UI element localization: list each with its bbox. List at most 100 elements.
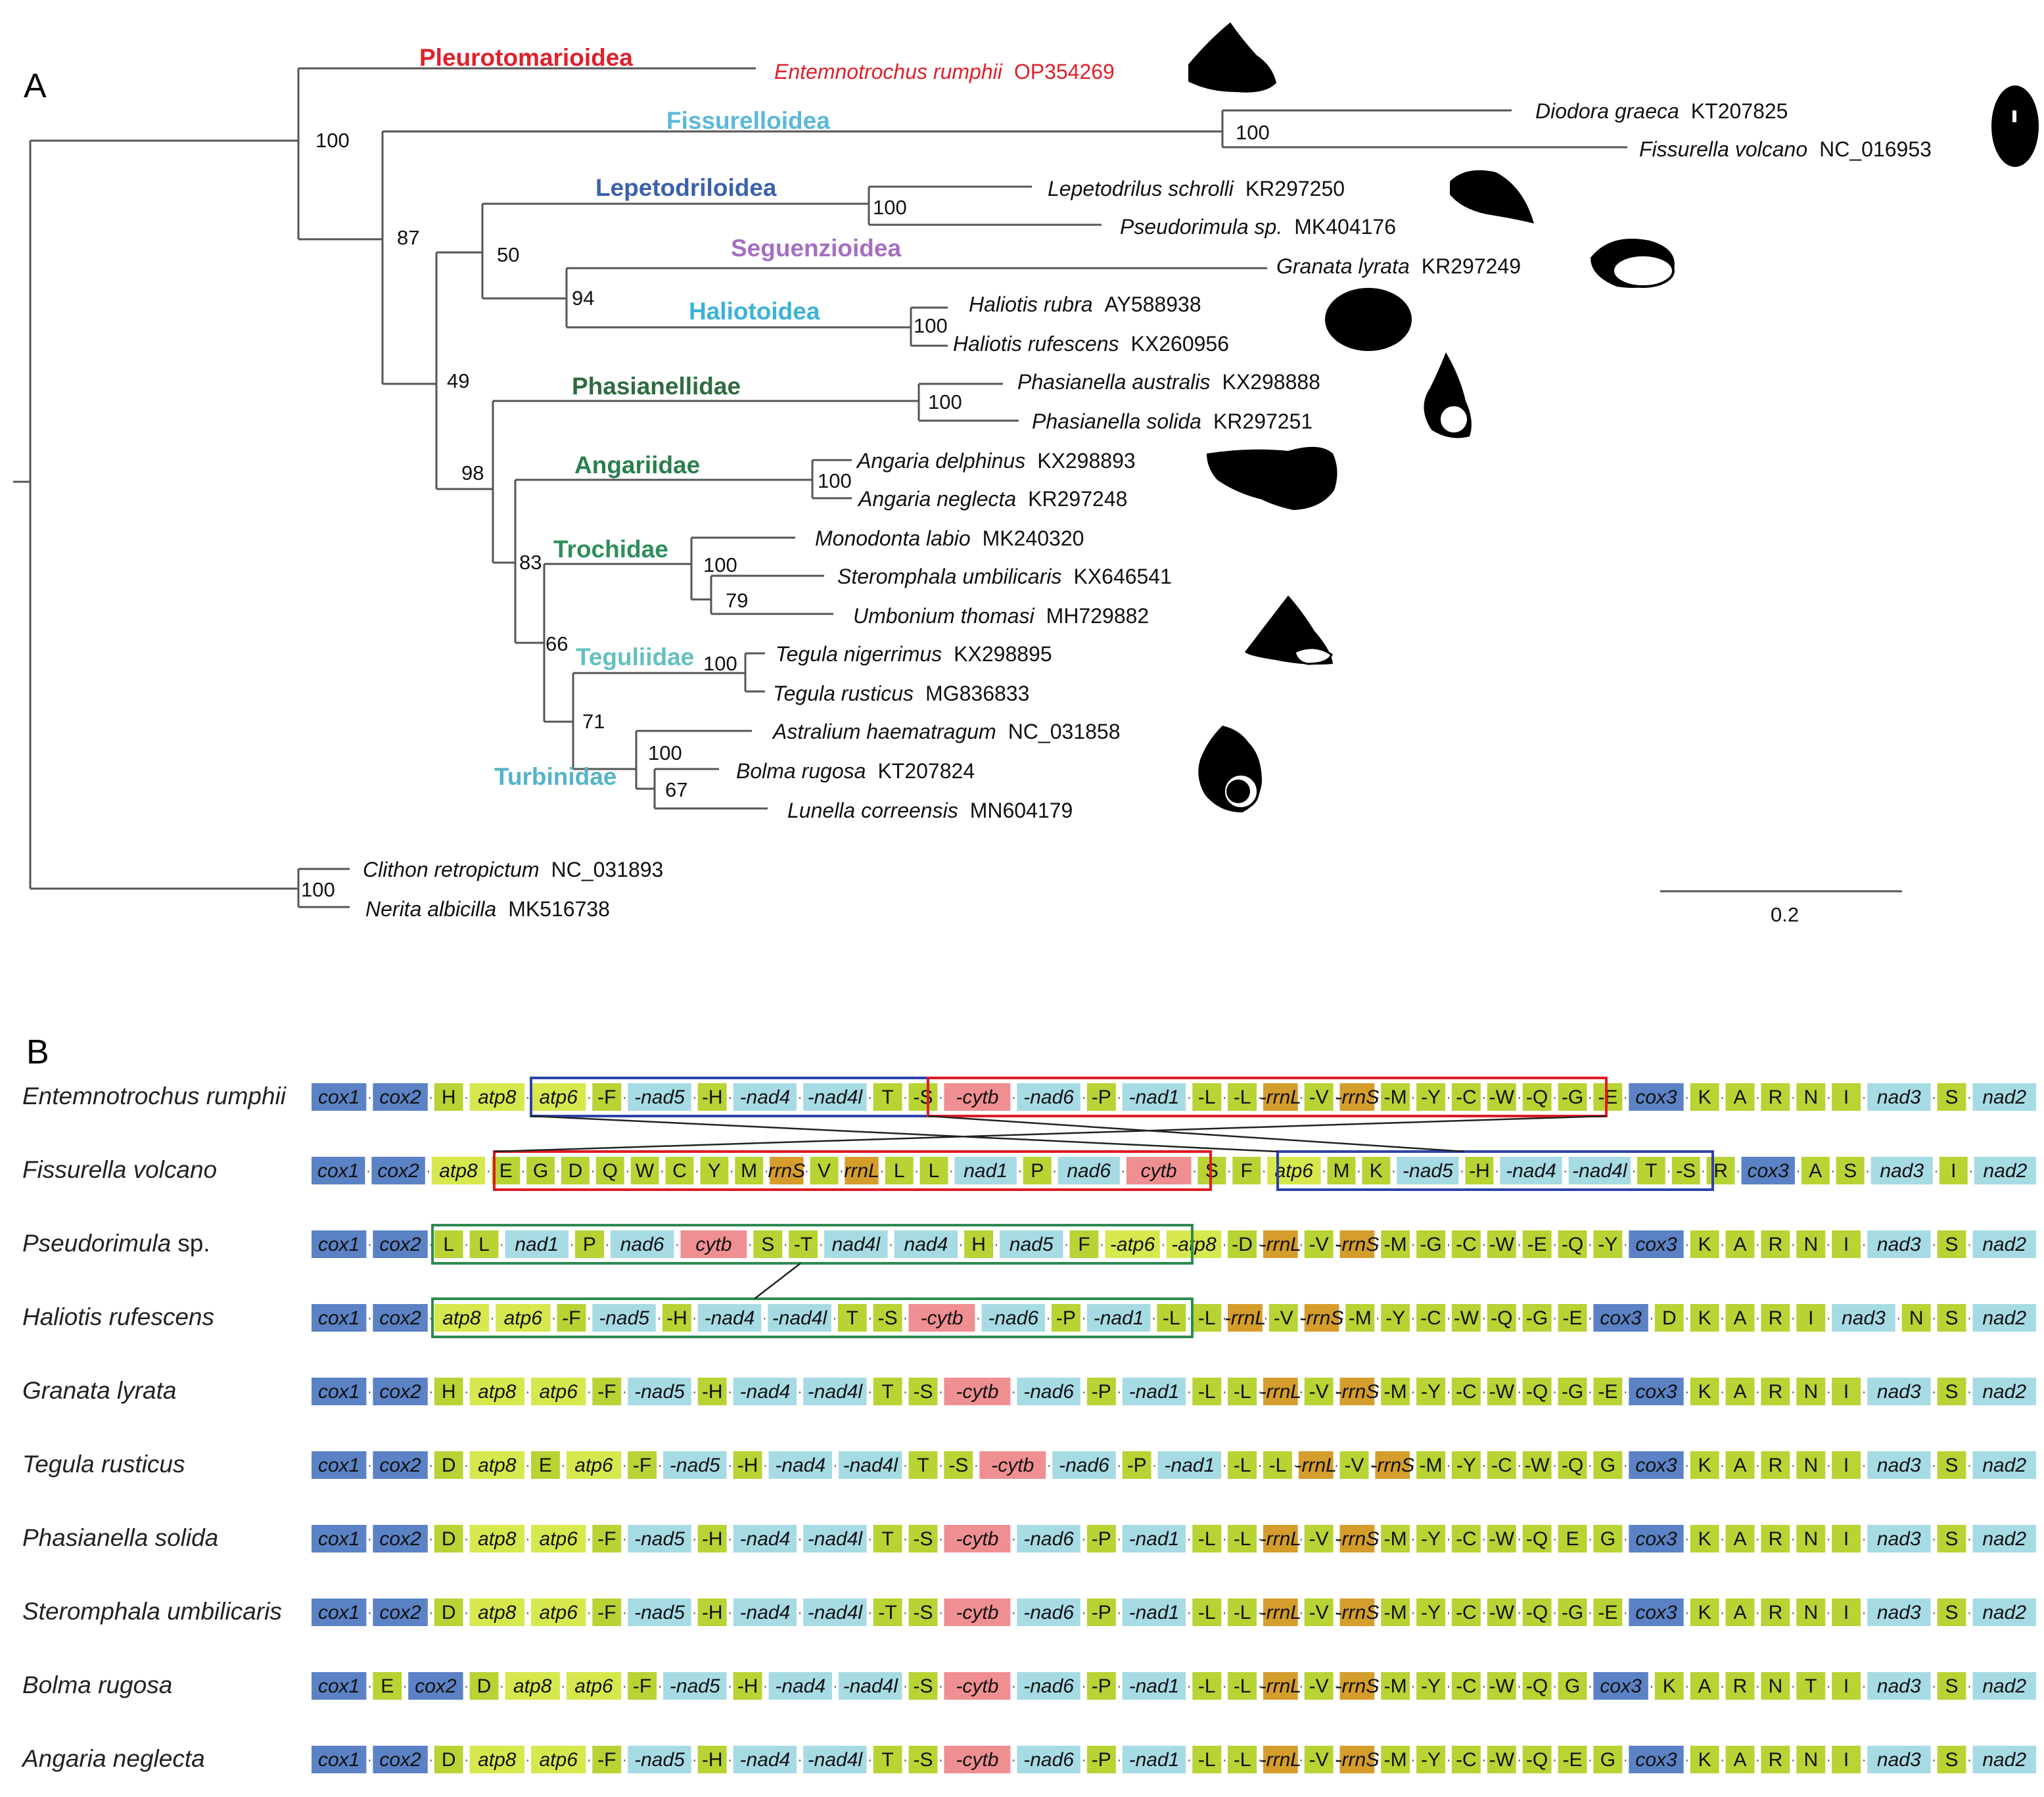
gene-block xyxy=(1017,1599,1080,1626)
gene-separator: · xyxy=(1588,1606,1592,1620)
gene-label: cox2 xyxy=(379,1455,421,1476)
gene-block xyxy=(1381,1230,1410,1258)
gene-separator: · xyxy=(1334,1606,1339,1620)
gene-separator: · xyxy=(1357,1164,1361,1179)
gene-separator: · xyxy=(1222,1311,1227,1326)
gene-label: L xyxy=(443,1234,454,1255)
gene-block xyxy=(1796,1083,1826,1111)
gene-label: atp8 xyxy=(478,1086,517,1108)
gene-separator: · xyxy=(1632,1164,1637,1179)
gene-label: nad2 xyxy=(1982,1234,2026,1255)
gene-block xyxy=(592,1083,622,1111)
gene-block xyxy=(1232,1157,1261,1184)
clade-label: Fissurelloidea xyxy=(666,107,830,134)
gene-separator: · xyxy=(692,1090,697,1105)
gene-separator: · xyxy=(1376,1606,1380,1620)
gene-separator: · xyxy=(464,1385,469,1399)
gene-separator: · xyxy=(1117,1385,1121,1399)
gene-label: -H xyxy=(1469,1160,1490,1182)
gene-block xyxy=(1017,1746,1080,1773)
gene-block xyxy=(434,1230,463,1258)
gene-label: cox2 xyxy=(379,1528,421,1550)
gene-block xyxy=(1629,1378,1684,1405)
gene-block xyxy=(1796,1230,1826,1258)
gene-block xyxy=(312,1525,367,1552)
support-value: 100 xyxy=(648,741,682,764)
gene-label: -V xyxy=(1309,1528,1329,1550)
gene-label: -Q xyxy=(1526,1675,1548,1697)
gene-label: -rrnL xyxy=(1260,1234,1301,1255)
gene-block xyxy=(1416,1304,1445,1332)
gene-block xyxy=(1690,1304,1719,1332)
gene-block xyxy=(592,1746,622,1773)
gene-label: -P xyxy=(1092,1086,1111,1108)
gene-block xyxy=(768,1451,832,1479)
gene-label: -F xyxy=(597,1602,616,1623)
gene-block xyxy=(753,1230,783,1258)
gene-block xyxy=(1761,1746,1790,1773)
gene-separator: · xyxy=(1187,1753,1192,1767)
gene-block xyxy=(1339,1525,1375,1552)
gene-block xyxy=(1451,1525,1481,1552)
gene-label: -L xyxy=(1198,1307,1216,1329)
gene-block xyxy=(1568,1157,1631,1184)
gene-separator: · xyxy=(976,1311,981,1326)
gene-block xyxy=(662,1304,691,1332)
gene-label: -C xyxy=(1456,1234,1477,1255)
gene-label: A xyxy=(1733,1455,1746,1476)
gene-block xyxy=(839,1672,902,1700)
gene-label: nad2 xyxy=(1982,1602,2026,1623)
gene-block xyxy=(873,1083,902,1111)
gene-separator: · xyxy=(1755,1679,1760,1694)
gene-block xyxy=(1228,1525,1257,1552)
support-value: 67 xyxy=(665,778,687,801)
gene-label: nad3 xyxy=(1877,1749,1921,1771)
gene-separator: · xyxy=(1293,1459,1298,1473)
gene-label: -V xyxy=(1309,1749,1329,1771)
gene-separator: · xyxy=(1011,1753,1016,1767)
gene-block xyxy=(312,1083,367,1111)
gene-separator: · xyxy=(367,1090,372,1105)
gene-block xyxy=(1937,1599,1966,1626)
gene-block xyxy=(1017,1378,1080,1405)
gene-block xyxy=(1558,1599,1587,1626)
gene-separator: · xyxy=(868,1532,872,1547)
gene-block xyxy=(1761,1672,1790,1700)
gene-label: cox2 xyxy=(379,1381,421,1403)
gene-separator: · xyxy=(804,1164,809,1179)
gene-label: -F xyxy=(633,1675,651,1697)
gene-label: -D xyxy=(1232,1234,1253,1255)
gene-label: -H xyxy=(737,1455,758,1476)
gene-block xyxy=(1228,1230,1257,1258)
gene-separator: · xyxy=(490,1311,495,1326)
gene-block xyxy=(1593,1451,1623,1479)
gene-label: -rrnS xyxy=(1336,1675,1380,1697)
gene-label: R xyxy=(1733,1675,1748,1697)
gene-separator: · xyxy=(1791,1532,1796,1547)
gene-label: atp8 xyxy=(478,1528,517,1550)
gene-block xyxy=(824,1230,888,1258)
gene-separator: · xyxy=(1481,1385,1486,1399)
gene-label: nad3 xyxy=(1877,1455,1921,1476)
gene-label: nad3 xyxy=(1877,1086,1921,1108)
gene-block xyxy=(592,1304,656,1332)
gene-separator: · xyxy=(1011,1606,1016,1620)
gene-separator: · xyxy=(1411,1606,1416,1620)
gene-label: -L xyxy=(1269,1455,1287,1476)
gene-separator: · xyxy=(1481,1459,1486,1473)
gene-separator: · xyxy=(367,1238,372,1252)
gene-label: -C xyxy=(1456,1675,1477,1697)
taxon-label: Clithon retropictum NC_031893 xyxy=(363,858,663,881)
gene-block xyxy=(1801,1157,1830,1184)
gene-separator: · xyxy=(1826,1606,1831,1620)
gene-block xyxy=(1166,1230,1222,1258)
gene-separator: · xyxy=(1755,1090,1760,1105)
gene-block xyxy=(1937,1525,1966,1552)
gene-block xyxy=(1558,1304,1587,1332)
gene-separator: · xyxy=(1862,1753,1867,1767)
gene-label: -rrnS xyxy=(1370,1455,1414,1476)
gene-block xyxy=(526,1157,555,1184)
gene-separator: · xyxy=(903,1532,908,1547)
gene-label: atp6 xyxy=(1275,1160,1314,1182)
pleurotomaria-shell-icon xyxy=(1188,22,1276,93)
